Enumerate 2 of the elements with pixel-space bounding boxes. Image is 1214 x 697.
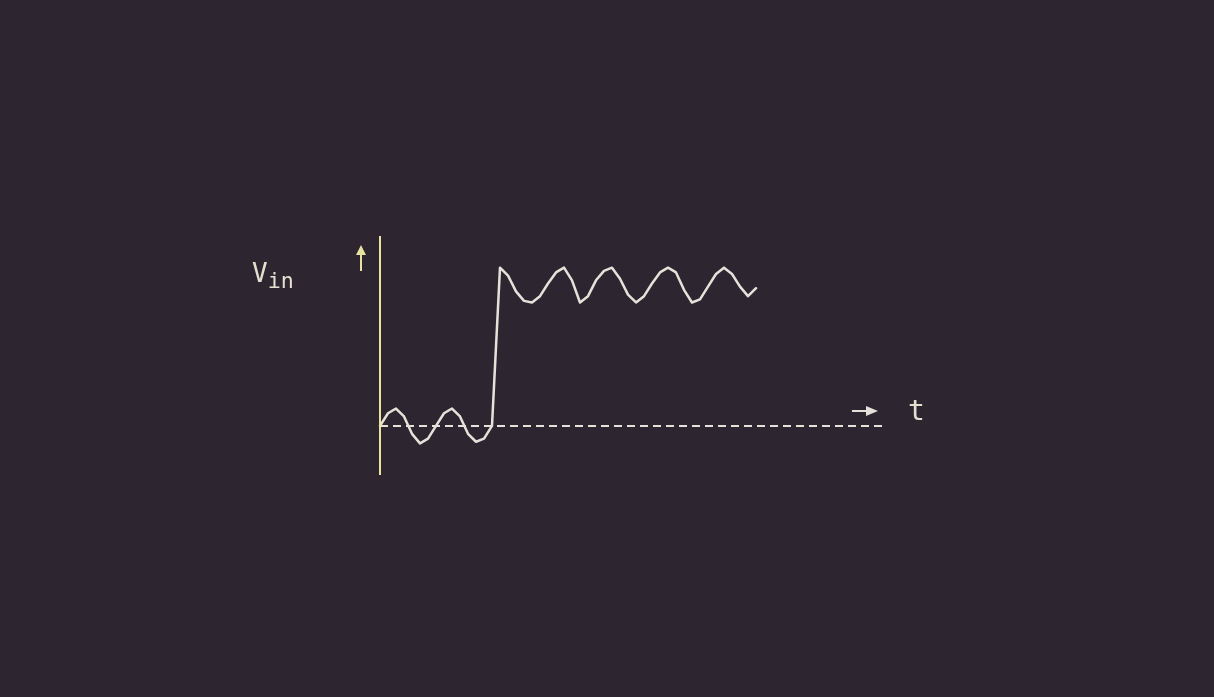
x-axis-title: t — [908, 394, 925, 427]
y-axis-title: V$_{in}$ — [252, 258, 294, 294]
